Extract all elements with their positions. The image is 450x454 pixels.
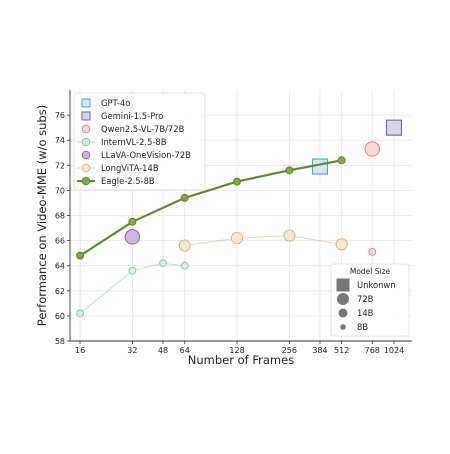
y-axis-title: Performance on Video-MME (w/o subs)	[35, 105, 49, 326]
legend-marker	[81, 111, 91, 121]
data-point	[76, 251, 85, 260]
x-tick-label: 1024	[384, 346, 404, 355]
y-tick-label: 70	[55, 186, 65, 195]
size-legend-label: 8B	[357, 322, 368, 332]
legend-marker	[81, 124, 91, 134]
legend-item: Qwen2.5-VL-7B/72B	[81, 124, 185, 134]
x-axis-ticks: 16 32 48 64 128 256 384 512 768 1024	[75, 341, 404, 355]
series-legend: GPT-4o Gemini-1.5-Pro Qwen2.5-VL-7B/72B Int…	[73, 92, 206, 191]
legend-item: LongViTA-14B	[77, 163, 159, 173]
y-tick-label: 60	[55, 312, 65, 321]
data-point	[368, 247, 377, 256]
data-point	[180, 261, 189, 270]
series-line	[184, 235, 342, 247]
series-llava-onevision-72b	[124, 229, 141, 245]
legend-marker	[81, 176, 91, 186]
legend-item: InternVL-2.5-8B	[77, 137, 167, 147]
size-legend-marker	[340, 324, 346, 330]
series-gemini-1-5-pro	[385, 119, 403, 136]
size-legend-label: Unkonwn	[357, 280, 396, 290]
series-line	[79, 262, 185, 314]
data-point	[124, 229, 141, 245]
x-tick-label: 256	[282, 346, 297, 355]
series-legend-box	[73, 92, 206, 191]
size-legend-item: 8B	[340, 322, 368, 332]
series-internvl-2-5-8b	[76, 259, 189, 318]
size-legend-label: 72B	[357, 294, 374, 304]
y-tick-label: 62	[55, 287, 65, 296]
legend-marker	[81, 98, 91, 108]
size-legend-item: Unkonwn	[336, 278, 396, 292]
size-legend-marker	[338, 308, 348, 318]
y-tick-label: 72	[55, 161, 65, 170]
legend-item: LLaVA-OneVision-72B	[81, 150, 191, 160]
legend-item: Eagle-2.5-8B	[77, 176, 155, 186]
series-eagle-2-5-8b	[76, 156, 346, 260]
data-point	[128, 217, 137, 226]
legend-label: InternVL-2.5-8B	[101, 137, 167, 147]
x-axis-title: Number of Frames	[188, 353, 294, 367]
legend-label: LLaVA-OneVision-72B	[101, 150, 191, 160]
size-legend-label: 14B	[357, 308, 374, 318]
size-legend-title: Model Size	[350, 267, 391, 276]
data-point	[233, 177, 242, 186]
legend-marker	[81, 163, 91, 173]
size-legend-marker	[336, 278, 350, 292]
size-legend-marker	[337, 293, 349, 305]
y-tick-label: 66	[55, 237, 65, 246]
x-tick-label: 64	[180, 346, 190, 355]
data-point	[337, 156, 346, 165]
data-point	[283, 229, 296, 242]
y-tick-label: 68	[55, 212, 65, 221]
legend-label: Gemini-1.5-Pro	[101, 111, 163, 121]
series-qwen2-5-vl-7b-72b	[364, 141, 380, 256]
size-legend-box	[330, 263, 410, 337]
size-legend-item: 14B	[338, 308, 374, 318]
x-tick-label: 512	[334, 346, 349, 355]
data-point	[364, 141, 380, 157]
y-tick-label: 74	[55, 136, 65, 145]
data-point	[178, 239, 191, 252]
size-legend-item: 72B	[337, 293, 374, 305]
x-tick-label: 16	[75, 346, 85, 355]
data-point	[385, 119, 403, 136]
legend-label: GPT-4o	[101, 98, 130, 108]
legend-label: LongViTA-14B	[101, 163, 159, 173]
legend-marker	[81, 150, 91, 160]
legend-label: Qwen2.5-VL-7B/72B	[101, 124, 185, 134]
legend-label: Eagle-2.5-8B	[101, 176, 155, 186]
legend-marker	[81, 137, 91, 147]
data-point	[230, 231, 244, 245]
legend-item: Gemini-1.5-Pro	[81, 111, 163, 121]
y-tick-label: 76	[55, 111, 65, 120]
data-point	[76, 309, 84, 318]
x-tick-label: 128	[229, 346, 244, 355]
y-axis-ticks: 58 60 62 64 66 68 70 72 74 76	[55, 111, 70, 346]
data-point	[159, 259, 167, 268]
series-longvita-14b	[178, 229, 348, 252]
y-tick-label: 64	[55, 262, 65, 271]
data-point	[335, 238, 348, 251]
y-tick-label: 58	[55, 337, 65, 346]
data-point	[128, 266, 137, 275]
data-point	[285, 166, 294, 175]
series-layer	[76, 119, 403, 318]
x-tick-label: 32	[127, 346, 137, 355]
x-tick-label: 384	[312, 346, 327, 355]
data-point	[180, 193, 189, 202]
series-line	[79, 159, 342, 257]
x-tick-label: 768	[365, 346, 380, 355]
legend-item: GPT-4o	[81, 98, 130, 108]
x-tick-label: 48	[158, 346, 168, 355]
size-legend: Model Size Unkonwn 72B 14B 8B	[330, 263, 410, 337]
